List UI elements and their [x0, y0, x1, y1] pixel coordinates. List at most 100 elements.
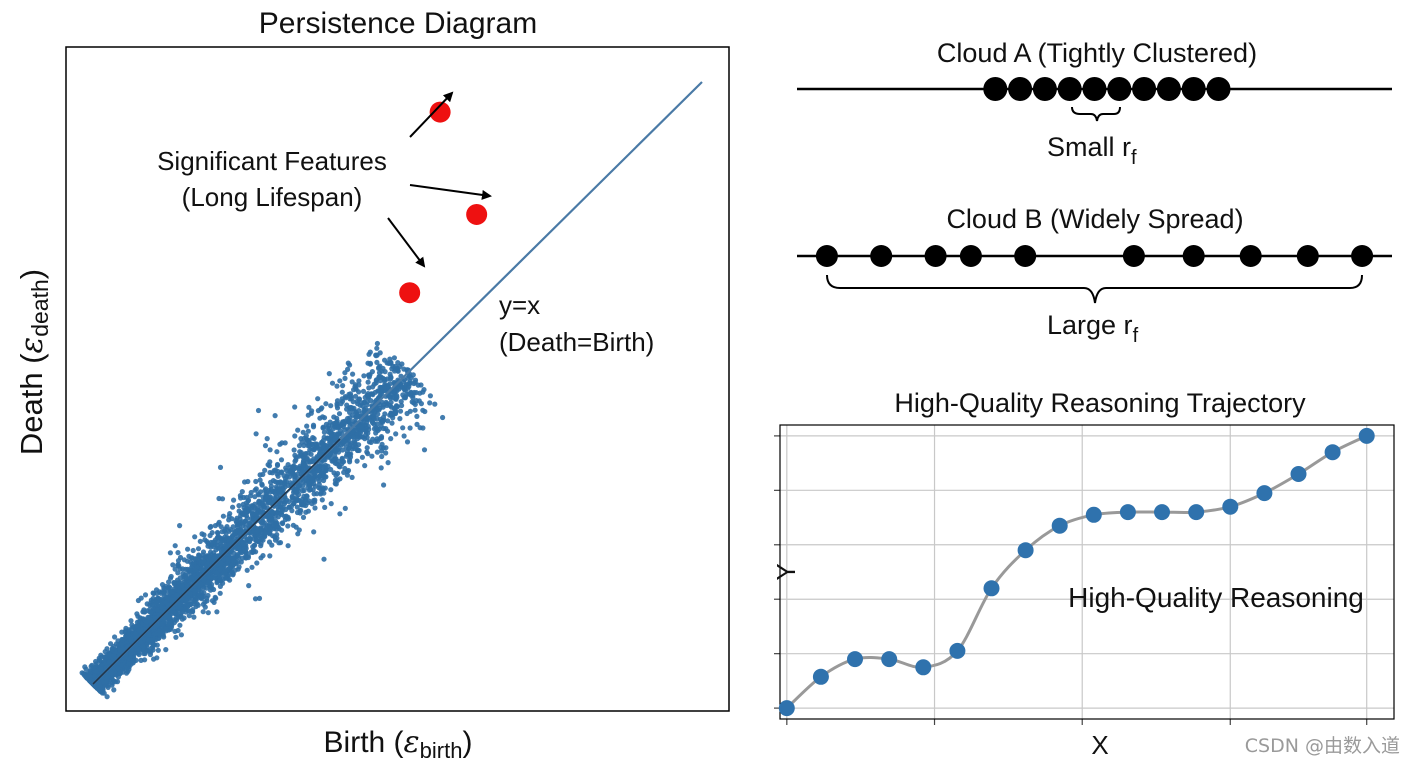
persistence-cloud-point — [296, 527, 302, 533]
persistence-cloud-point — [384, 360, 390, 366]
persistence-cloud-point — [349, 474, 355, 480]
persistence-cloud-point — [290, 522, 296, 528]
persistence-cloud-point — [242, 548, 248, 554]
persistence-cloud-point — [93, 661, 99, 667]
persistence-cloud-point — [359, 454, 365, 460]
persistence-cloud-point — [306, 404, 312, 410]
persistence-cloud-point — [375, 427, 381, 434]
trajectory-y-axis-label: Y — [771, 563, 801, 580]
persistence-cloud-point — [379, 385, 385, 391]
persistence-cloud-point — [356, 389, 362, 395]
persistence-cloud-point — [326, 423, 332, 429]
cloud-a-point — [1057, 77, 1082, 101]
persistence-cloud-point — [225, 556, 231, 562]
persistence-cloud-point — [147, 602, 153, 608]
persistence-cloud-point — [192, 567, 198, 573]
persistence-cloud-point — [207, 532, 213, 539]
persistence-cloud-point — [214, 570, 220, 576]
persistence-cloud-point — [231, 497, 237, 503]
persistence-cloud-point — [151, 642, 157, 648]
persistence-cloud-point — [328, 487, 334, 493]
persistence-cloud-point — [117, 670, 123, 676]
persistence-cloud-point — [214, 529, 221, 536]
persistence-cloud-point — [365, 451, 371, 457]
persistence-cloud-point — [364, 416, 370, 422]
persistence-cloud-point — [332, 460, 338, 466]
persistence-cloud-point — [169, 597, 175, 603]
persistence-cloud-point — [154, 590, 160, 597]
persistence-cloud-point — [393, 431, 399, 437]
persistence-cloud-point — [379, 453, 385, 460]
persistence-cloud-point — [282, 481, 288, 487]
persistence-cloud-point — [236, 545, 242, 552]
persistence-cloud-point — [115, 666, 121, 672]
persistence-cloud-point — [188, 579, 194, 585]
persistence-cloud-point — [128, 618, 134, 624]
trajectory-line — [785, 434, 1368, 710]
persistence-cloud-point — [205, 579, 211, 586]
persistence-cloud-point — [353, 393, 359, 399]
persistence-cloud-point — [262, 487, 268, 493]
persistence-cloud-point — [217, 577, 223, 583]
persistence-cloud-point — [427, 400, 433, 406]
persistence-cloud-point — [274, 449, 280, 455]
persistence-cloud-point — [246, 583, 252, 589]
persistence-cloud-point — [291, 487, 297, 493]
persistence-cloud-point — [285, 523, 291, 529]
arrow-to-feature-1 — [409, 91, 454, 138]
persistence-cloud-point — [366, 372, 372, 378]
persistence-cloud-point — [167, 615, 173, 621]
persistence-cloud-point — [392, 363, 399, 369]
persistence-cloud-point — [254, 560, 260, 566]
persistence-cloud-point — [329, 380, 336, 386]
persistence-cloud-point — [137, 615, 143, 621]
persistence-cloud-point — [147, 651, 153, 658]
cloud-b-point — [959, 245, 982, 267]
persistence-cloud-point — [332, 436, 338, 442]
persistence-cloud-point — [245, 554, 251, 561]
persistence-cloud-point — [375, 388, 381, 394]
persistence-cloud-point — [172, 617, 178, 623]
persistence-plot-frame — [65, 46, 730, 712]
persistence-cloud-point — [392, 409, 399, 415]
persistence-cloud-point — [180, 566, 186, 572]
cloud-a-point — [1132, 77, 1157, 101]
persistence-cloud-point — [350, 371, 356, 377]
persistence-cloud-point — [340, 419, 347, 425]
persistence-cloud-point — [192, 588, 198, 594]
persistence-cloud-point — [401, 433, 407, 439]
persistence-cloud-point — [198, 594, 205, 600]
persistence-cloud-point — [253, 486, 259, 492]
persistence-cloud-point — [409, 399, 415, 405]
persistence-cloud-point — [272, 467, 279, 473]
persistence-cloud-point — [292, 433, 298, 439]
persistence-cloud-point — [381, 482, 387, 488]
persistence-cloud-point — [385, 418, 391, 424]
persistence-cloud-point — [376, 370, 383, 376]
persistence-cloud-point — [301, 462, 307, 468]
persistence-cloud-point — [243, 513, 250, 519]
persistence-cloud-point — [162, 586, 168, 592]
persistence-cloud-point — [365, 360, 371, 366]
persistence-cloud-point — [166, 620, 173, 626]
persistence-cloud-point — [366, 385, 372, 391]
persistence-cloud-point — [246, 535, 253, 541]
persistence-cloud-point — [336, 463, 342, 469]
persistence-cloud-point — [259, 481, 265, 487]
persistence-cloud-point — [347, 362, 353, 368]
persistence-cloud-point — [397, 408, 404, 414]
persistence-cloud-point — [142, 592, 149, 598]
persistence-cloud-point — [305, 508, 311, 514]
persistence-x-axis-label: Birth (εbirth) — [324, 725, 473, 763]
persistence-cloud-point — [154, 599, 160, 606]
cloud-a-point — [1156, 77, 1181, 101]
persistence-cloud-point — [226, 517, 232, 523]
persistence-cloud-point — [315, 396, 321, 402]
persistence-cloud-point — [305, 412, 311, 418]
persistence-cloud-point — [323, 468, 329, 474]
persistence-cloud-point — [269, 509, 275, 515]
persistence-cloud-point — [140, 643, 146, 649]
persistence-cloud-point — [261, 505, 267, 511]
persistence-cloud-point — [418, 401, 424, 407]
persistence-cloud-point — [333, 472, 339, 479]
